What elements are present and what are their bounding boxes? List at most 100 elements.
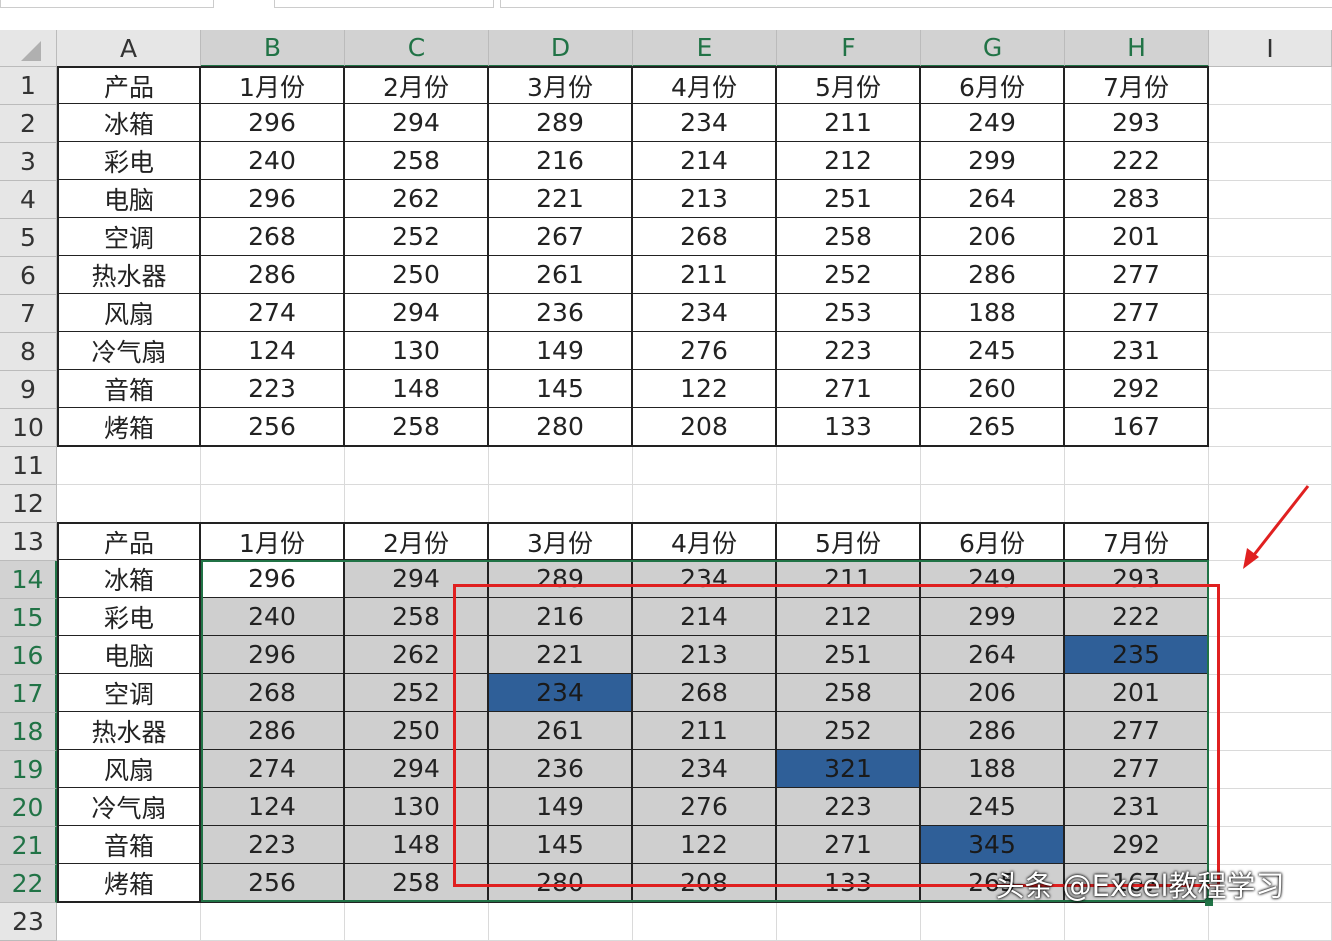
data-cell[interactable]: 214 (633, 598, 777, 637)
data-cell[interactable]: 258 (777, 218, 921, 257)
data-cell[interactable]: 211 (777, 104, 921, 143)
row-header[interactable]: 22 (0, 865, 57, 903)
cell[interactable] (489, 447, 633, 485)
data-cell[interactable]: 133 (777, 408, 921, 447)
data-cell[interactable]: 222 (1065, 142, 1209, 181)
header-cell[interactable]: 产品 (57, 522, 201, 561)
data-cell[interactable]: 268 (201, 674, 345, 713)
data-cell[interactable]: 258 (345, 142, 489, 181)
data-cell[interactable]: 276 (633, 332, 777, 371)
column-header[interactable]: I (1209, 30, 1332, 67)
data-cell[interactable]: 彩电 (57, 142, 201, 181)
data-cell[interactable]: 274 (201, 294, 345, 333)
select-all[interactable] (0, 30, 57, 67)
row-header[interactable]: 19 (0, 751, 57, 789)
row-header[interactable]: 18 (0, 713, 57, 751)
toolbar-box[interactable] (274, 0, 494, 8)
row-header[interactable]: 20 (0, 789, 57, 827)
cell[interactable] (1065, 447, 1209, 485)
name-box[interactable] (0, 0, 214, 8)
data-cell[interactable]: 262 (345, 636, 489, 675)
data-cell[interactable]: 148 (345, 826, 489, 865)
data-cell[interactable]: 274 (201, 750, 345, 789)
data-cell[interactable]: 216 (489, 598, 633, 637)
data-cell[interactable]: 214 (633, 142, 777, 181)
data-cell[interactable]: 213 (633, 636, 777, 675)
data-cell[interactable]: 296 (201, 636, 345, 675)
data-cell[interactable]: 208 (633, 864, 777, 903)
row-header[interactable]: 21 (0, 827, 57, 865)
cell[interactable] (777, 447, 921, 485)
row-header[interactable]: 12 (0, 485, 57, 523)
data-cell[interactable]: 277 (1065, 712, 1209, 751)
formula-bar[interactable] (500, 0, 1332, 8)
data-cell[interactable]: 彩电 (57, 598, 201, 637)
header-cell[interactable]: 1月份 (201, 522, 345, 561)
data-cell[interactable]: 冰箱 (57, 560, 201, 599)
data-cell[interactable]: 286 (921, 256, 1065, 295)
data-cell[interactable]: 258 (345, 408, 489, 447)
column-header[interactable]: G (921, 30, 1065, 67)
data-cell[interactable]: 294 (345, 294, 489, 333)
column-header[interactable]: E (633, 30, 777, 67)
data-cell[interactable]: 222 (1065, 598, 1209, 637)
row-header[interactable]: 4 (0, 181, 57, 219)
fill-handle[interactable] (1205, 898, 1213, 906)
data-cell[interactable]: 234 (633, 750, 777, 789)
data-cell[interactable]: 265 (921, 408, 1065, 447)
data-cell[interactable]: 294 (345, 560, 489, 599)
header-cell[interactable]: 4月份 (633, 522, 777, 561)
row-header[interactable]: 14 (0, 561, 57, 599)
data-cell[interactable]: 252 (345, 674, 489, 713)
data-cell[interactable]: 231 (1065, 332, 1209, 371)
header-cell[interactable]: 7月份 (1065, 66, 1209, 105)
data-cell[interactable]: 256 (201, 864, 345, 903)
data-cell[interactable]: 296 (201, 104, 345, 143)
data-cell[interactable]: 256 (201, 408, 345, 447)
data-cell[interactable]: 277 (1065, 750, 1209, 789)
data-cell[interactable]: 212 (777, 598, 921, 637)
data-cell[interactable]: 124 (201, 788, 345, 827)
data-cell[interactable]: 235 (1065, 636, 1209, 675)
row-header[interactable]: 11 (0, 447, 57, 485)
header-cell[interactable]: 5月份 (777, 522, 921, 561)
data-cell[interactable]: 149 (489, 332, 633, 371)
data-cell[interactable]: 223 (777, 332, 921, 371)
data-cell[interactable]: 268 (633, 674, 777, 713)
row-header[interactable]: 10 (0, 409, 57, 447)
data-cell[interactable]: 223 (201, 826, 345, 865)
data-cell[interactable]: 268 (633, 218, 777, 257)
data-cell[interactable]: 299 (921, 142, 1065, 181)
data-cell[interactable]: 264 (921, 636, 1065, 675)
row-header[interactable]: 6 (0, 257, 57, 295)
header-cell[interactable]: 7月份 (1065, 522, 1209, 561)
row-header[interactable]: 7 (0, 295, 57, 333)
row-header[interactable]: 8 (0, 333, 57, 371)
data-cell[interactable]: 286 (201, 712, 345, 751)
data-cell[interactable]: 271 (777, 826, 921, 865)
data-cell[interactable]: 250 (345, 256, 489, 295)
header-cell[interactable]: 3月份 (489, 522, 633, 561)
data-cell[interactable]: 293 (1065, 104, 1209, 143)
data-cell[interactable]: 122 (633, 826, 777, 865)
data-cell[interactable]: 345 (921, 826, 1065, 865)
row-header[interactable]: 16 (0, 637, 57, 675)
column-header[interactable]: A (57, 30, 201, 67)
cell[interactable] (57, 447, 201, 485)
row-header[interactable]: 3 (0, 143, 57, 181)
data-cell[interactable]: 252 (777, 256, 921, 295)
data-cell[interactable]: 211 (777, 560, 921, 599)
row-header[interactable]: 2 (0, 105, 57, 143)
row-header[interactable]: 5 (0, 219, 57, 257)
data-cell[interactable]: 212 (777, 142, 921, 181)
data-cell[interactable]: 音箱 (57, 370, 201, 409)
row-header[interactable]: 1 (0, 67, 57, 105)
data-cell[interactable]: 167 (1065, 408, 1209, 447)
cell[interactable] (921, 447, 1065, 485)
row-header[interactable]: 13 (0, 523, 57, 561)
data-cell[interactable]: 122 (633, 370, 777, 409)
header-cell[interactable]: 4月份 (633, 66, 777, 105)
data-cell[interactable]: 296 (201, 180, 345, 219)
data-cell[interactable]: 208 (633, 408, 777, 447)
data-cell[interactable]: 206 (921, 674, 1065, 713)
